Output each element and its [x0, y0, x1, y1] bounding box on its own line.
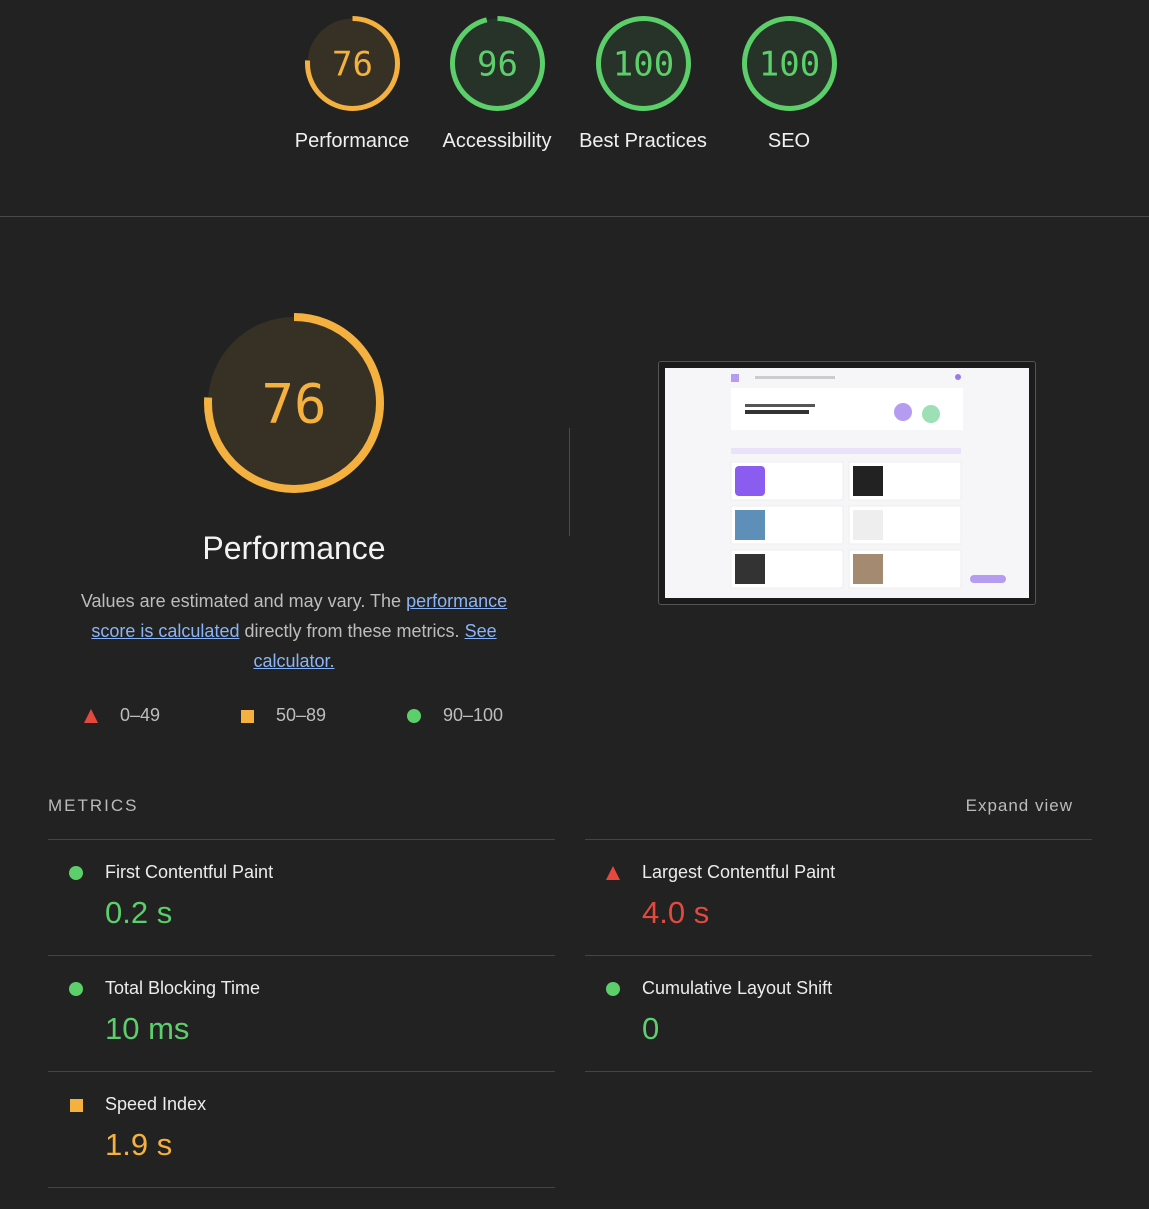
- gauge-arc: [204, 313, 384, 493]
- metric-rule: [585, 839, 1092, 840]
- description: Values are estimated and may vary. The p…: [59, 586, 529, 676]
- triangle: [606, 866, 620, 880]
- gauge-label: Performance: [294, 130, 410, 152]
- gauge-score: 100: [612, 44, 673, 84]
- gauge: 76: [204, 313, 384, 493]
- gauge: 76: [304, 15, 400, 111]
- metric-value: 0: [642, 1011, 660, 1046]
- legend-range: 90–100: [443, 705, 504, 725]
- rating-icon: [69, 982, 83, 996]
- rating-icon: [606, 866, 620, 880]
- metric-rule: [48, 839, 555, 840]
- metric-value: 0.2 s: [105, 895, 173, 930]
- text: Values are estimated and may vary. The: [80, 591, 402, 611]
- text: directly from these metrics.: [244, 621, 460, 641]
- legend-range: 50–89: [276, 705, 327, 725]
- rating-icon: [606, 982, 620, 996]
- rating-icon: [70, 1099, 83, 1112]
- gauge: 100: [595, 15, 691, 111]
- gauge: 96: [449, 15, 545, 111]
- link[interactable]: See calculator.: [253, 621, 497, 671]
- gauge-background: [307, 18, 397, 108]
- divider: [569, 428, 570, 536]
- gauge-label: Accessibility: [442, 130, 552, 152]
- metric-name: Total Blocking Time: [105, 978, 261, 998]
- gauge-score: 96: [477, 44, 518, 84]
- metric-rule: [48, 1071, 555, 1072]
- metric-name: Cumulative Layout Shift: [642, 978, 833, 998]
- circle: [69, 866, 83, 880]
- rating-icon: [241, 710, 254, 723]
- metrics-title: METRICS: [48, 796, 139, 815]
- metric-rule: [585, 955, 1092, 956]
- metric-rule: [48, 1187, 555, 1188]
- square: [241, 710, 254, 723]
- gauge-background: [744, 18, 834, 108]
- expand-view[interactable]: Expand view: [965, 796, 1073, 815]
- metric-name: Speed Index: [105, 1094, 207, 1114]
- circle: [606, 982, 620, 996]
- rating-icon: [84, 709, 98, 723]
- gauge-label: SEO: [767, 130, 811, 152]
- triangle: [84, 709, 98, 723]
- circle: [69, 982, 83, 996]
- metric-value: 10 ms: [105, 1011, 190, 1046]
- gauge-score: 76: [332, 44, 373, 84]
- gauge-arc: [304, 15, 400, 111]
- metric-name: Largest Contentful Paint: [642, 862, 836, 882]
- gauge-label: Best Practices: [579, 130, 707, 152]
- square: [70, 1099, 83, 1112]
- metric-rule: [48, 955, 555, 956]
- metric-name: First Contentful Paint: [105, 862, 274, 882]
- gauge-score: 76: [261, 372, 326, 435]
- legend-range: 0–49: [120, 705, 161, 725]
- gauge-arc: [741, 15, 837, 111]
- gauge-arc: [449, 15, 545, 111]
- gauge-arc: [595, 15, 691, 111]
- metric-value: 1.9 s: [105, 1127, 173, 1162]
- gauge-background: [208, 317, 380, 489]
- rating-icon: [407, 709, 421, 723]
- gauge: 100: [741, 15, 837, 111]
- divider: [0, 216, 1149, 217]
- link[interactable]: performance score is calculated: [91, 591, 508, 641]
- screenshot-frame[interactable]: [658, 361, 1036, 605]
- section-title: Performance: [202, 530, 386, 566]
- rating-icon: [69, 866, 83, 880]
- page-screenshot: [665, 368, 1029, 598]
- gauge-score: 100: [758, 44, 819, 84]
- gauge-background: [598, 18, 688, 108]
- metric-value: 4.0 s: [642, 895, 710, 930]
- metric-rule: [585, 1071, 1092, 1072]
- gauge-background: [452, 18, 542, 108]
- circle: [407, 709, 421, 723]
